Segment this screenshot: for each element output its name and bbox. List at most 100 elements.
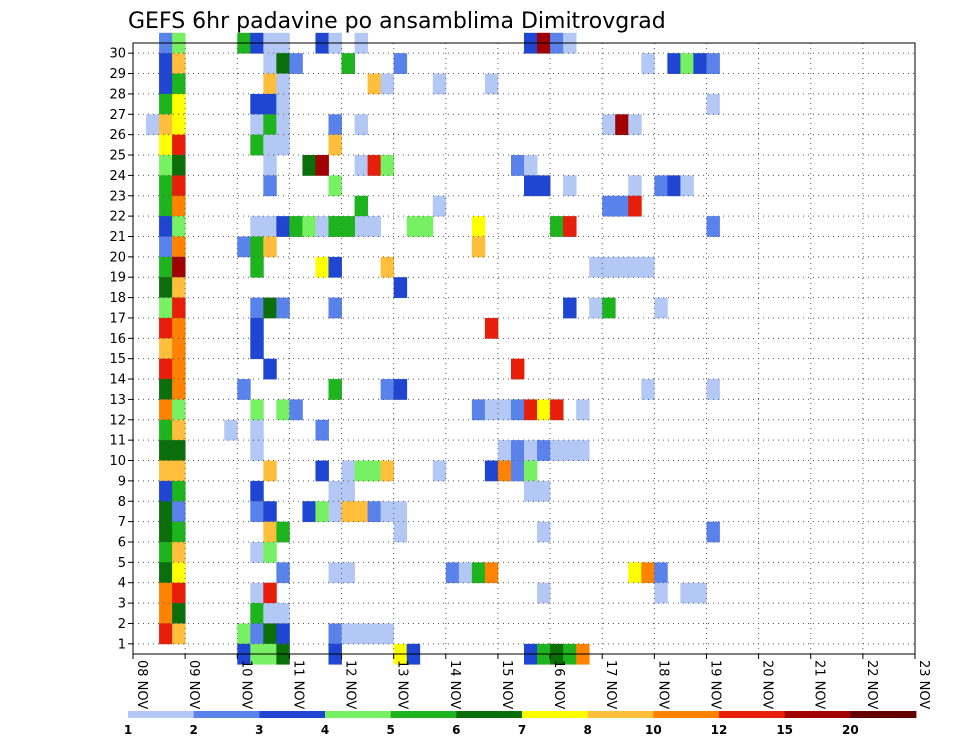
precip-cell — [315, 460, 329, 482]
precip-cell — [641, 379, 655, 400]
precip-cell — [172, 399, 186, 421]
precip-cell — [250, 236, 264, 258]
precip-cell — [263, 297, 277, 319]
precip-cell — [159, 256, 173, 278]
precip-cell — [172, 623, 186, 645]
precip-cell — [276, 399, 290, 421]
precip-cell — [471, 216, 486, 237]
precip-cell — [172, 216, 186, 237]
precip-cell — [276, 623, 290, 645]
precip-cell — [172, 541, 186, 563]
precip-cell — [159, 236, 173, 258]
precip-cell — [250, 216, 264, 237]
precip-cell — [380, 501, 395, 523]
y-tick-label: 19 — [109, 271, 126, 286]
y-tick-label: 2 — [118, 617, 126, 632]
precip-cell — [172, 256, 186, 278]
precip-cell — [159, 155, 173, 176]
precip-cell — [654, 175, 668, 197]
precip-cell — [159, 195, 173, 217]
x-tick-label: 22 NOV — [864, 660, 879, 709]
precip-cell — [263, 134, 277, 156]
precip-cell — [172, 603, 186, 624]
y-tick-label: 3 — [118, 597, 126, 612]
precip-cell — [393, 521, 408, 543]
y-tick-label: 13 — [109, 393, 126, 408]
precip-cell — [563, 216, 577, 237]
y-tick-label: 9 — [118, 474, 126, 489]
precip-cell — [328, 379, 342, 400]
precip-cell — [263, 582, 277, 604]
precip-cell — [537, 480, 551, 502]
colorbar-swatch — [719, 711, 786, 718]
precip-cell — [367, 623, 382, 645]
colorbar-legend: 1 2 3 4 5 6 7 8 10 12 15 20 — [124, 711, 917, 737]
precip-cell — [159, 216, 173, 237]
precip-cell — [563, 440, 577, 461]
precip-cell — [576, 399, 590, 421]
precip-cell — [289, 53, 303, 74]
precip-cell — [276, 114, 290, 136]
precip-cell — [524, 440, 538, 461]
precip-cell — [419, 216, 434, 237]
precip-cell — [341, 480, 355, 502]
colorbar-label: 12 — [711, 723, 728, 737]
precip-cell — [250, 623, 264, 645]
precip-cell — [302, 501, 316, 523]
precip-cell — [276, 297, 290, 319]
precip-cell — [367, 155, 382, 176]
precip-cell — [172, 53, 186, 74]
x-tick-label: 15 NOV — [499, 660, 514, 709]
y-tick-label: 25 — [109, 149, 126, 164]
precip-cell — [328, 297, 342, 319]
precip-cell — [341, 216, 355, 237]
precip-cell — [341, 562, 355, 584]
x-tick-label: 20 NOV — [760, 660, 775, 709]
colorbar-label: 3 — [255, 723, 263, 737]
precip-cell — [172, 338, 186, 360]
y-tick-label: 8 — [118, 495, 126, 510]
precip-cell — [263, 603, 277, 624]
x-tick-label: 19 NOV — [707, 660, 722, 709]
cells-layer — [146, 32, 720, 665]
precip-cell — [341, 53, 355, 74]
precip-cell — [615, 256, 629, 278]
y-tick-label: 15 — [109, 352, 126, 367]
precip-cell — [354, 623, 368, 645]
precip-cell — [263, 216, 277, 237]
y-tick-label: 29 — [109, 67, 126, 82]
precip-cell — [328, 114, 342, 136]
chart-title: GEFS 6hr padavine po ansamblima Dimitrov… — [128, 9, 666, 34]
colorbar-label: 8 — [583, 723, 591, 737]
precip-cell — [159, 134, 173, 156]
precip-cell — [250, 93, 264, 115]
precip-cell — [263, 175, 277, 197]
x-tick-label: 08 NOV — [134, 660, 149, 709]
precip-cell — [641, 256, 655, 278]
precip-cell — [263, 501, 277, 523]
y-tick-label: 22 — [109, 210, 126, 225]
y-tick-label: 7 — [118, 515, 126, 530]
precip-cell — [172, 440, 186, 461]
precip-cell — [237, 623, 251, 645]
precip-cell — [628, 562, 642, 584]
precip-cell — [693, 53, 707, 74]
precip-cell — [393, 501, 408, 523]
precip-cell — [159, 603, 173, 624]
y-tick-label: 18 — [109, 291, 126, 306]
precip-cell — [172, 195, 186, 217]
precip-cell — [537, 582, 551, 604]
precip-cell — [576, 440, 590, 461]
precip-cell — [654, 297, 668, 319]
precip-cell — [159, 297, 173, 319]
precip-cell — [250, 603, 264, 624]
x-tick-label: 16 NOV — [551, 660, 566, 709]
colorbar-label: 10 — [645, 723, 662, 737]
x-tick-label: 09 NOV — [186, 660, 201, 709]
precip-cell — [172, 73, 186, 95]
precip-cell — [237, 379, 251, 400]
precip-cell — [159, 623, 173, 645]
precip-cell — [172, 155, 186, 176]
precip-cell — [276, 603, 290, 624]
